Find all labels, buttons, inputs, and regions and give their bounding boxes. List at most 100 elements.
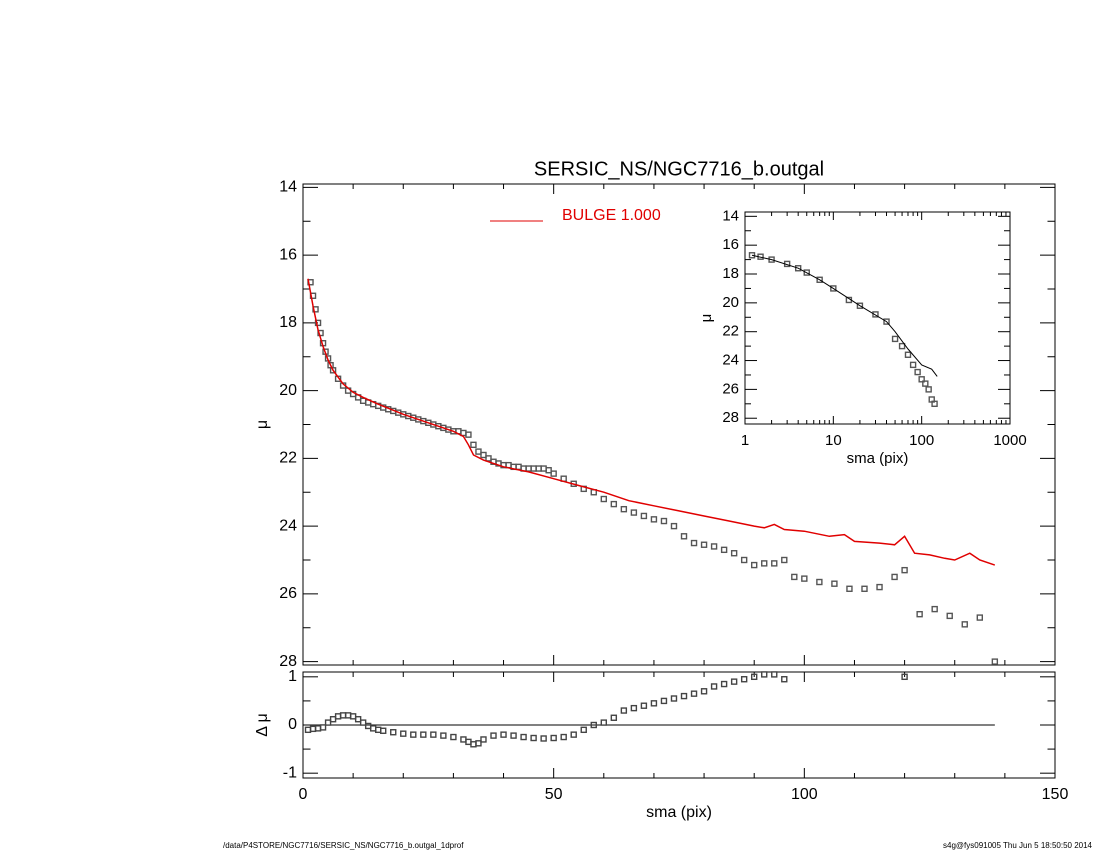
x-tick-label: 1000 — [993, 432, 1026, 449]
data-point — [720, 546, 728, 554]
data-point — [460, 736, 467, 743]
data-point — [660, 517, 668, 525]
data-point — [918, 376, 925, 383]
data-point — [319, 724, 327, 731]
data-point — [375, 726, 382, 734]
data-point — [961, 621, 968, 628]
y-axis-label: Δ μ — [254, 713, 271, 736]
legend-label: BULGE 1.000 — [562, 207, 661, 224]
x-tick-label: 100 — [909, 432, 934, 449]
data-point — [364, 722, 372, 730]
data-point — [781, 676, 788, 683]
x-tick-label: 10 — [825, 432, 842, 449]
x-axis-label: sma (pix) — [847, 450, 909, 467]
data-point — [791, 573, 798, 581]
data-point — [883, 318, 890, 325]
data-point — [690, 690, 698, 697]
data-point — [876, 583, 883, 591]
data-point — [931, 605, 938, 613]
data-point — [475, 740, 482, 747]
y-tick-label: 26 — [722, 380, 739, 397]
data-point — [390, 729, 397, 736]
data-point — [680, 533, 688, 540]
data-point — [670, 695, 678, 702]
y-tick-label: 20 — [279, 382, 297, 399]
data-point — [600, 719, 607, 726]
y-tick-label: 14 — [722, 207, 739, 224]
data-point — [761, 560, 768, 567]
data-point — [344, 712, 352, 719]
data-point — [485, 455, 492, 462]
data-point — [640, 512, 648, 520]
data-point — [470, 441, 477, 449]
data-point — [700, 541, 708, 548]
x-tick-label: 0 — [299, 786, 308, 803]
data-point — [740, 676, 748, 683]
data-point — [535, 465, 542, 472]
data-point — [480, 451, 487, 459]
y-tick-label: 14 — [279, 179, 297, 196]
y-axis-label: μ — [254, 420, 271, 429]
data-point — [771, 560, 778, 567]
data-point — [550, 470, 557, 477]
data-point — [545, 467, 552, 474]
data-point — [816, 276, 823, 283]
data-point — [490, 732, 497, 739]
chart-title: SERSIC_NS/NGC7716_b.outgal — [534, 158, 824, 180]
y-tick-label: 16 — [722, 236, 739, 253]
data-point — [751, 673, 758, 681]
footer-right: s4g@fys091005 Thu Jun 5 18:50:50 2014 — [943, 841, 1093, 850]
data-point — [748, 252, 756, 259]
data-point — [730, 678, 738, 685]
data-point — [830, 285, 837, 292]
plot-frame — [744, 211, 1011, 425]
data-point — [976, 614, 983, 621]
data-point — [901, 673, 908, 681]
data-point — [630, 509, 638, 516]
data-point — [530, 734, 537, 742]
x-tick-label: 1 — [741, 432, 749, 449]
data-point — [359, 397, 367, 404]
data-point — [334, 713, 342, 720]
data-point — [410, 731, 417, 738]
x-tick-label: 100 — [791, 786, 818, 803]
y-tick-label: 24 — [722, 352, 739, 369]
data-point — [354, 716, 362, 723]
y-tick-label: 28 — [279, 653, 297, 670]
y-tick-label: 20 — [722, 294, 739, 311]
data-point — [925, 386, 932, 393]
y-tick-label: 26 — [279, 585, 297, 602]
data-point — [690, 539, 698, 547]
data-point — [794, 265, 802, 272]
data-point — [650, 516, 658, 523]
data-point — [670, 522, 678, 530]
data-point — [751, 561, 758, 569]
data-point — [761, 671, 768, 678]
data-point — [500, 731, 507, 738]
data-point — [781, 556, 788, 564]
data-point — [991, 658, 999, 665]
data-point — [861, 585, 868, 592]
data-point — [359, 719, 367, 726]
data-point — [450, 733, 457, 741]
data-point — [329, 367, 337, 374]
data-point — [369, 725, 377, 732]
model-line — [751, 254, 938, 377]
data-point — [720, 680, 728, 688]
data-point — [317, 329, 324, 337]
data-point — [872, 311, 879, 318]
data-point — [465, 738, 472, 746]
x-tick-label: 50 — [545, 786, 563, 803]
y-tick-label: 28 — [722, 409, 739, 426]
data-point — [901, 566, 908, 574]
data-point — [768, 256, 775, 263]
data-point — [710, 543, 718, 550]
footer-left: /data/P4STORE/NGC7716/SERSIC_NS/NGC7716_… — [223, 841, 464, 850]
data-point — [470, 741, 477, 748]
data-point — [304, 726, 312, 734]
data-point — [530, 465, 537, 472]
data-point — [525, 465, 532, 472]
y-tick-label: 16 — [279, 246, 297, 263]
model-line — [307, 278, 996, 566]
